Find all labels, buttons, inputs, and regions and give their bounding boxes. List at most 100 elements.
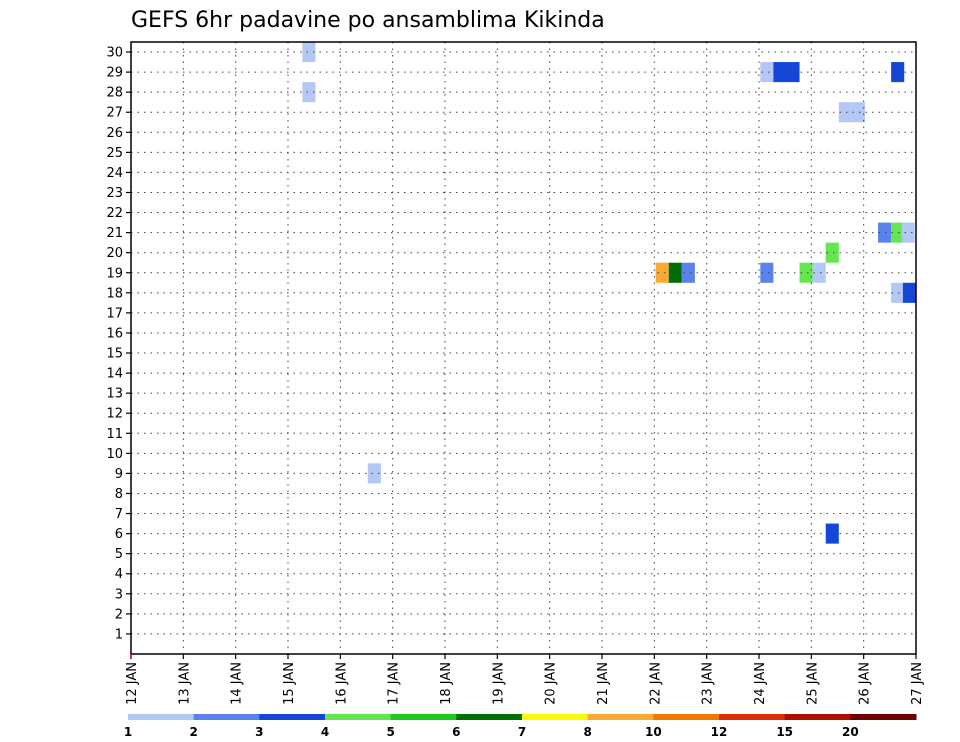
xtick-label-2: 14 JAN — [230, 662, 245, 705]
ytick-label-3: 3 — [115, 587, 123, 602]
cell-member-19-15 — [681, 262, 695, 283]
colorbar-label-1: 1 — [124, 725, 132, 739]
ytick-label-26: 26 — [106, 126, 123, 141]
ytick-label-19: 19 — [106, 266, 123, 281]
cell-member-19-14 — [668, 262, 682, 283]
colorbar-swatch-9 — [719, 714, 786, 720]
ytick-label-30: 30 — [106, 46, 123, 61]
cell-member-28-1 — [302, 82, 316, 103]
cell-member-29-4 — [773, 62, 787, 83]
ytick-label-4: 4 — [115, 567, 123, 582]
colorbar-swatch-7 — [587, 714, 654, 720]
cell-member-29-3 — [760, 62, 774, 83]
colorbar-label-3: 3 — [255, 725, 263, 739]
cell-member-19-17 — [799, 262, 813, 283]
cell-member-6-21 — [825, 523, 839, 544]
xtick-label-10: 22 JAN — [648, 662, 663, 705]
cells-layer — [302, 42, 916, 544]
ytick-label-20: 20 — [106, 246, 123, 261]
ytick-label-28: 28 — [106, 86, 123, 101]
ytick-label-10: 10 — [106, 447, 123, 462]
cell-member-21-9 — [878, 222, 892, 243]
xtick-label-7: 19 JAN — [491, 662, 506, 705]
ytick-label-5: 5 — [115, 547, 123, 562]
ytick-label-13: 13 — [106, 387, 123, 402]
xtick-label-13: 25 JAN — [805, 662, 820, 705]
xtick-label-4: 16 JAN — [334, 662, 349, 705]
plot-frame — [130, 41, 917, 655]
colorbar-label-12: 12 — [711, 725, 728, 739]
cell-member-21-10 — [891, 222, 905, 243]
xtick-label-1: 13 JAN — [177, 662, 192, 705]
xtick-label-8: 20 JAN — [544, 662, 559, 705]
ytick-label-17: 17 — [106, 306, 123, 321]
colorbar-swatch-4 — [390, 714, 457, 720]
ytick-label-23: 23 — [106, 186, 123, 201]
colorbar-swatch-3 — [325, 714, 392, 720]
xtick-label-5: 17 JAN — [387, 662, 402, 705]
ytick-label-11: 11 — [106, 427, 123, 442]
colorbar-swatch-11 — [850, 714, 917, 720]
colorbar-swatch-2 — [259, 714, 326, 720]
cell-member-9-2 — [367, 463, 381, 484]
colorbar-label-6: 6 — [452, 725, 460, 739]
cell-member-27-8 — [851, 102, 865, 123]
cell-member-19-13 — [655, 262, 669, 283]
cell-member-21-11 — [901, 222, 915, 243]
colorbar-label-7: 7 — [518, 725, 526, 739]
ytick-label-16: 16 — [106, 326, 123, 341]
xtick-label-3: 15 JAN — [282, 662, 297, 705]
colorbar-label-10: 10 — [645, 725, 662, 739]
ytick-label-6: 6 — [115, 527, 123, 542]
ytick-label-29: 29 — [106, 66, 123, 81]
colorbar-label-2: 2 — [189, 725, 197, 739]
colorbar-legend: 1 2 3 4 5 6 7 8 10 12 15 20 — [124, 714, 917, 739]
cell-member-18-19 — [891, 282, 905, 303]
cell-member-18-20 — [902, 282, 916, 303]
ytick-label-21: 21 — [106, 226, 123, 241]
xtick-label-0: 12 JAN — [125, 662, 140, 705]
xtick-label-11: 23 JAN — [701, 662, 716, 705]
colorbar-swatch-8 — [653, 714, 720, 720]
xtick-label-14: 26 JAN — [858, 662, 873, 705]
ytick-label-25: 25 — [106, 146, 123, 161]
ytick-label-7: 7 — [115, 507, 123, 522]
cell-member-30-0 — [302, 42, 316, 63]
colorbar-swatch-0 — [128, 714, 195, 720]
ytick-label-18: 18 — [106, 286, 123, 301]
ytick-label-24: 24 — [106, 166, 123, 181]
colorbar-label-15: 15 — [776, 725, 793, 739]
ytick-label-9: 9 — [115, 467, 123, 482]
xtick-label-15: 27 JAN — [910, 662, 925, 705]
colorbar-label-20: 20 — [842, 725, 859, 739]
chart-title: GEFS 6hr padavine po ansamblima Kikinda — [131, 8, 605, 33]
colorbar-label-8: 8 — [583, 725, 591, 739]
y-axis-ticks: 1234567891011121314151617181920212223242… — [106, 46, 131, 642]
colorbar-label-5: 5 — [386, 725, 394, 739]
cell-member-19-18 — [812, 262, 826, 283]
ytick-label-22: 22 — [106, 206, 123, 221]
ytick-label-14: 14 — [106, 367, 123, 382]
ytick-label-1: 1 — [115, 627, 123, 642]
ytick-label-27: 27 — [106, 106, 123, 121]
colorbar-swatch-1 — [193, 714, 260, 720]
x-axis-ticks: 12 JAN 13 JAN 14 JAN 15 JAN 16 JAN 17 JAN 18 J… — [125, 654, 925, 705]
cell-member-27-7 — [838, 102, 852, 123]
xtick-label-12: 24 JAN — [753, 662, 768, 705]
xtick-label-9: 21 JAN — [596, 662, 611, 705]
cell-member-19-16 — [760, 262, 774, 283]
ytick-label-2: 2 — [115, 607, 123, 622]
ytick-label-12: 12 — [106, 407, 123, 422]
cell-member-20-12 — [825, 242, 839, 263]
cell-member-29-6 — [891, 62, 905, 83]
colorbar-swatch-5 — [456, 714, 523, 720]
xtick-label-6: 18 JAN — [439, 662, 454, 705]
ytick-label-8: 8 — [115, 487, 123, 502]
grid-layer — [131, 42, 916, 654]
colorbar-swatch-6 — [522, 714, 589, 720]
ytick-label-15: 15 — [106, 347, 123, 362]
colorbar-swatch-10 — [784, 714, 851, 720]
cell-member-29-5 — [786, 62, 800, 83]
colorbar-label-4: 4 — [321, 725, 329, 739]
